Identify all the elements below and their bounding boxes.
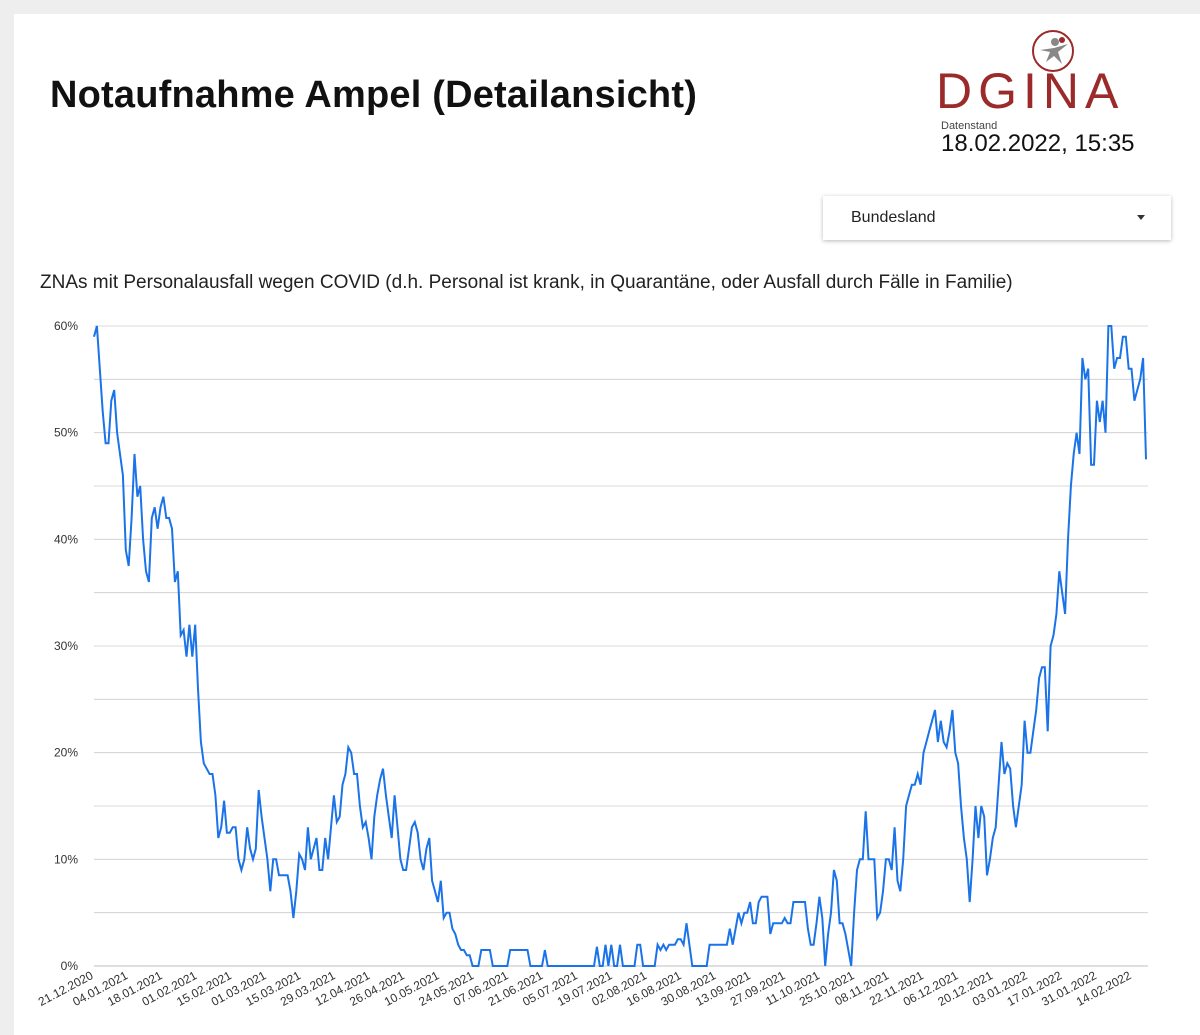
x-axis-ticks: 21.12.202004.01.202118.01.202101.02.2021… — [36, 968, 1134, 1009]
dropdown-label: Bundesland — [851, 209, 936, 226]
y-tick-label: 20% — [54, 746, 78, 760]
y-tick-label: 50% — [54, 426, 78, 440]
y-tick-label: 60% — [54, 319, 78, 333]
dgina-logo: DGINA — [936, 28, 1166, 119]
chart-grid — [94, 325, 1148, 967]
y-tick-label: 0% — [61, 959, 79, 973]
y-tick-label: 30% — [54, 639, 78, 653]
logo-text: DGINA — [936, 63, 1125, 119]
datenstand-value: 18.02.2022, 15:35 — [941, 130, 1135, 157]
dashboard-card — [14, 14, 1200, 1035]
y-tick-label: 40% — [54, 532, 78, 546]
logo-figure-icon — [1032, 30, 1074, 72]
line-chart: 0% 10% 20% 30% 40% 50% 60% 21.12.202004.01.202… — [36, 319, 1148, 1009]
bundesland-dropdown[interactable]: Bundesland — [823, 196, 1171, 240]
caret-down-icon — [1137, 215, 1145, 220]
chart-title: ZNAs mit Personalausfall wegen COVID (d.… — [40, 272, 1013, 293]
datenstand-label: Datenstand — [941, 120, 998, 132]
y-axis-ticks: 0% 10% 20% 30% 40% 50% 60% — [54, 319, 78, 973]
series-line — [93, 325, 1147, 967]
y-tick-label: 10% — [54, 852, 78, 866]
page-title: Notaufnahme Ampel (Detailansicht) — [50, 74, 698, 116]
